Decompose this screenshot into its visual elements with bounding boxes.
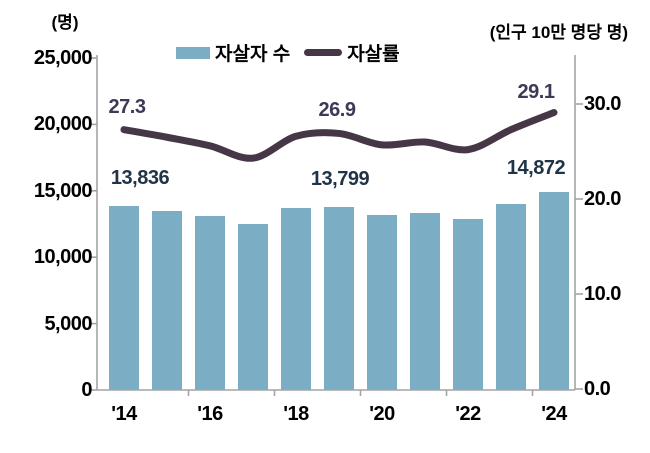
bar-y24	[539, 192, 569, 390]
rate-value-label: 26.9	[318, 99, 356, 121]
right-axis-unit-label: (인구 10만 명당 명)	[489, 23, 628, 42]
bar-y22	[453, 218, 483, 390]
right-axis-tick-label: 30.0	[584, 93, 621, 115]
left-axis-tick-label: 5,000	[44, 312, 92, 335]
line-series-swatch-icon	[304, 49, 343, 56]
bar-value-label: 14,872	[506, 157, 566, 179]
left-axis-tick-label: 15,000	[33, 179, 93, 202]
left-axis-tick-label: 10,000	[33, 246, 93, 269]
right-axis-tick-label: 20.0	[584, 188, 621, 210]
bar-y16	[195, 216, 225, 390]
x-axis-tick-label: '20	[369, 403, 395, 425]
x-axis-tick-label: '24	[541, 403, 567, 425]
legend-item-bar-series: 자살자 수	[176, 39, 290, 66]
legend-label-bar-series: 자살자 수	[215, 44, 291, 65]
bar-y21	[410, 212, 440, 390]
bar-y19	[324, 206, 354, 390]
bar-series-swatch-icon	[176, 46, 210, 59]
bar-value-label: 13,836	[110, 167, 170, 189]
bar-y18	[281, 208, 311, 390]
legend: 자살자 수 자살률	[176, 39, 400, 66]
left-axis-tick-label: 0	[81, 379, 92, 401]
x-axis-tick-label: '22	[455, 403, 481, 425]
rate-value-label: 27.3	[108, 96, 146, 118]
left-axis-tick-label: 20,000	[33, 113, 93, 136]
x-axis-tick-label: '16	[197, 403, 223, 425]
right-axis-tick-label: 10.0	[584, 283, 621, 305]
right-axis-tick-label: 0.0	[584, 378, 611, 400]
x-axis-tick-label: '14	[111, 403, 137, 425]
bar-y20	[367, 214, 397, 390]
bar-y15	[152, 210, 182, 390]
bar-value-label: 13,799	[310, 168, 370, 190]
bar-y23	[496, 204, 526, 390]
rate-line	[120, 109, 558, 162]
bar-y14	[109, 206, 139, 390]
rate-value-label: 29.1	[517, 81, 555, 103]
x-axis-tick-label: '18	[283, 403, 309, 425]
left-axis-unit-label: (명)	[51, 13, 79, 32]
legend-label-line-series: 자살률	[347, 44, 400, 65]
legend-item-line-series: 자살률	[304, 39, 400, 66]
left-axis-tick-label: 25,000	[33, 47, 93, 69]
bar-y17	[238, 224, 268, 390]
